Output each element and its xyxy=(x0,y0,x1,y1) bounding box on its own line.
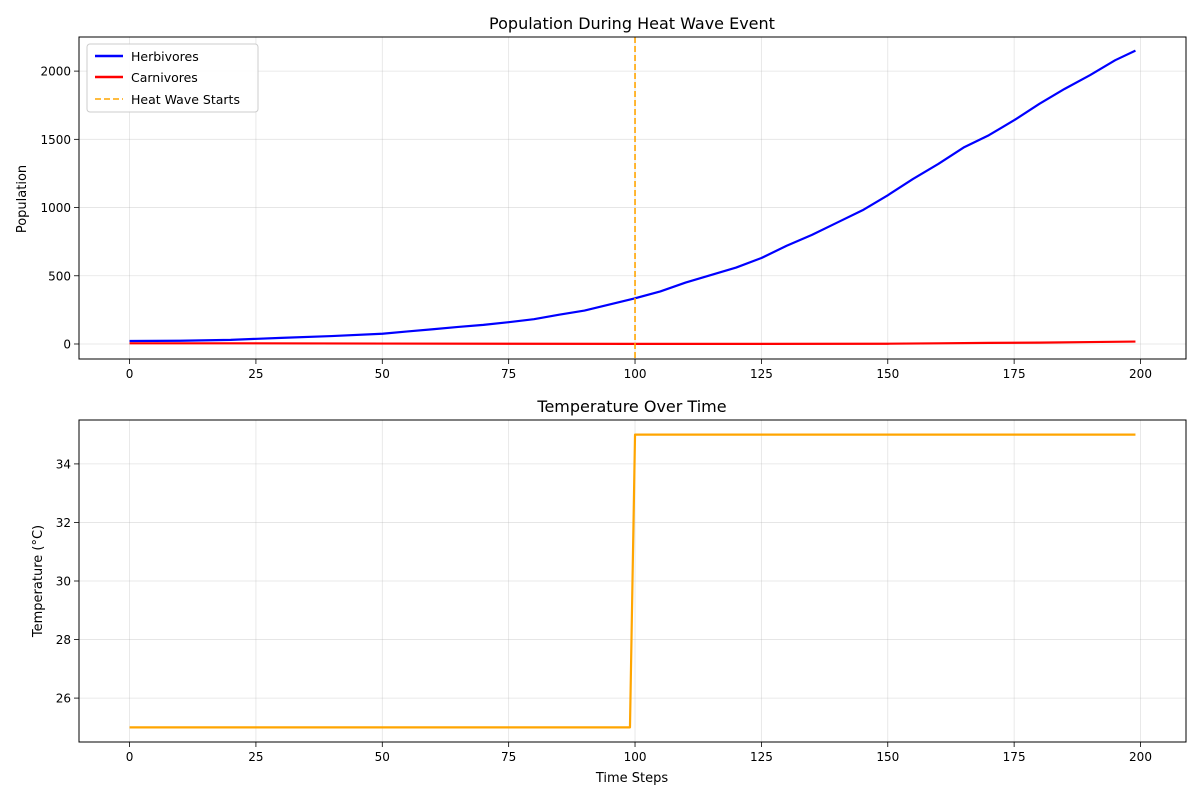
x-tick-label: 25 xyxy=(248,750,263,764)
population-legend: Herbivores Carnivores Heat Wave Starts xyxy=(86,43,259,113)
x-tick-label: 150 xyxy=(876,367,899,381)
y-tick-label: 500 xyxy=(48,269,71,283)
y-tick-label: 1500 xyxy=(40,133,71,147)
x-tick-label: 0 xyxy=(126,750,134,764)
population-gridlines xyxy=(79,37,1186,359)
legend-heat-wave-label: Heat Wave Starts xyxy=(131,92,240,107)
x-tick-label: 175 xyxy=(1003,750,1026,764)
temperature-chart-title: Temperature Over Time xyxy=(536,397,726,416)
x-tick-label: 200 xyxy=(1129,367,1152,381)
x-tick-label: 0 xyxy=(126,367,134,381)
x-tick-label: 100 xyxy=(624,367,647,381)
x-tick-label: 125 xyxy=(750,367,773,381)
temperature-y-axis-label: Temperature (°C) xyxy=(31,525,46,638)
legend-carnivores-label: Carnivores xyxy=(131,70,198,85)
legend-box xyxy=(86,43,259,113)
temperature-line xyxy=(129,433,1136,729)
population-chart: Population During Heat Wave Event Popula… xyxy=(15,14,1187,381)
temperature-chart: Temperature Over Time Temperature (°C) T… xyxy=(31,397,1187,786)
y-tick-label: 34 xyxy=(56,457,71,471)
temperature-series xyxy=(129,433,1136,729)
x-tick-label: 25 xyxy=(248,367,263,381)
temperature-x-axis-label: Time Steps xyxy=(595,771,669,786)
y-tick-label: 0 xyxy=(63,337,71,351)
population-chart-title: Population During Heat Wave Event xyxy=(489,14,775,33)
carnivores-line xyxy=(129,340,1136,345)
x-tick-label: 200 xyxy=(1129,750,1152,764)
y-tick-label: 32 xyxy=(56,516,71,530)
temperature-ticks: 0 25 50 75 100 125 150 175 200 26 28 30 32 34 xyxy=(56,457,1152,764)
population-plot-frame xyxy=(78,36,1187,360)
x-tick-label: 175 xyxy=(1003,367,1026,381)
y-tick-label: 2000 xyxy=(40,65,71,79)
x-tick-label: 75 xyxy=(501,367,516,381)
herbivores-line xyxy=(129,49,1136,343)
temperature-plot-frame xyxy=(78,419,1187,743)
population-series xyxy=(129,37,1136,359)
y-tick-label: 26 xyxy=(56,692,71,706)
x-tick-label: 50 xyxy=(375,750,390,764)
y-tick-label: 1000 xyxy=(40,201,71,215)
x-tick-label: 150 xyxy=(876,750,899,764)
population-y-axis-label: Population xyxy=(15,165,30,233)
x-tick-label: 75 xyxy=(501,750,516,764)
y-tick-label: 28 xyxy=(56,633,71,647)
legend-herbivores-label: Herbivores xyxy=(131,49,199,64)
y-tick-label: 30 xyxy=(56,575,71,589)
x-tick-label: 125 xyxy=(750,750,773,764)
x-tick-label: 50 xyxy=(375,367,390,381)
x-tick-label: 100 xyxy=(624,750,647,764)
